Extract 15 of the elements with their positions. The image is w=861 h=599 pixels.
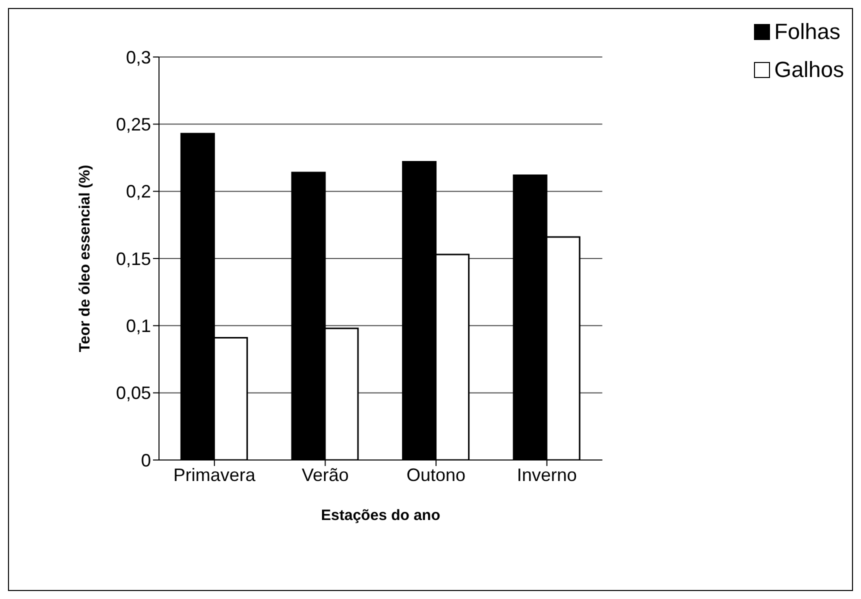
x-tick-label: Inverno (516, 464, 577, 485)
y-tick-label: 0 (140, 450, 151, 470)
y-axis-title: Teor de óleo essencial (%) (76, 164, 94, 352)
legend-label: Galhos (774, 57, 844, 83)
x-tick-label: Outono (406, 464, 466, 485)
x-tick-label: Verão (302, 464, 349, 485)
y-tick-label: 0,15 (116, 248, 151, 269)
legend-label: Folhas (774, 19, 840, 45)
y-tick-label: 0,05 (116, 383, 151, 404)
y-tick-label: 0,25 (116, 114, 151, 135)
x-tick-label: Primavera (173, 464, 256, 485)
x-axis-title: Estações do ano (321, 507, 440, 524)
y-tick-label: 0,3 (126, 47, 151, 68)
y-tick-label: 0,2 (126, 182, 151, 202)
y-tick-label: 0,1 (126, 316, 151, 336)
